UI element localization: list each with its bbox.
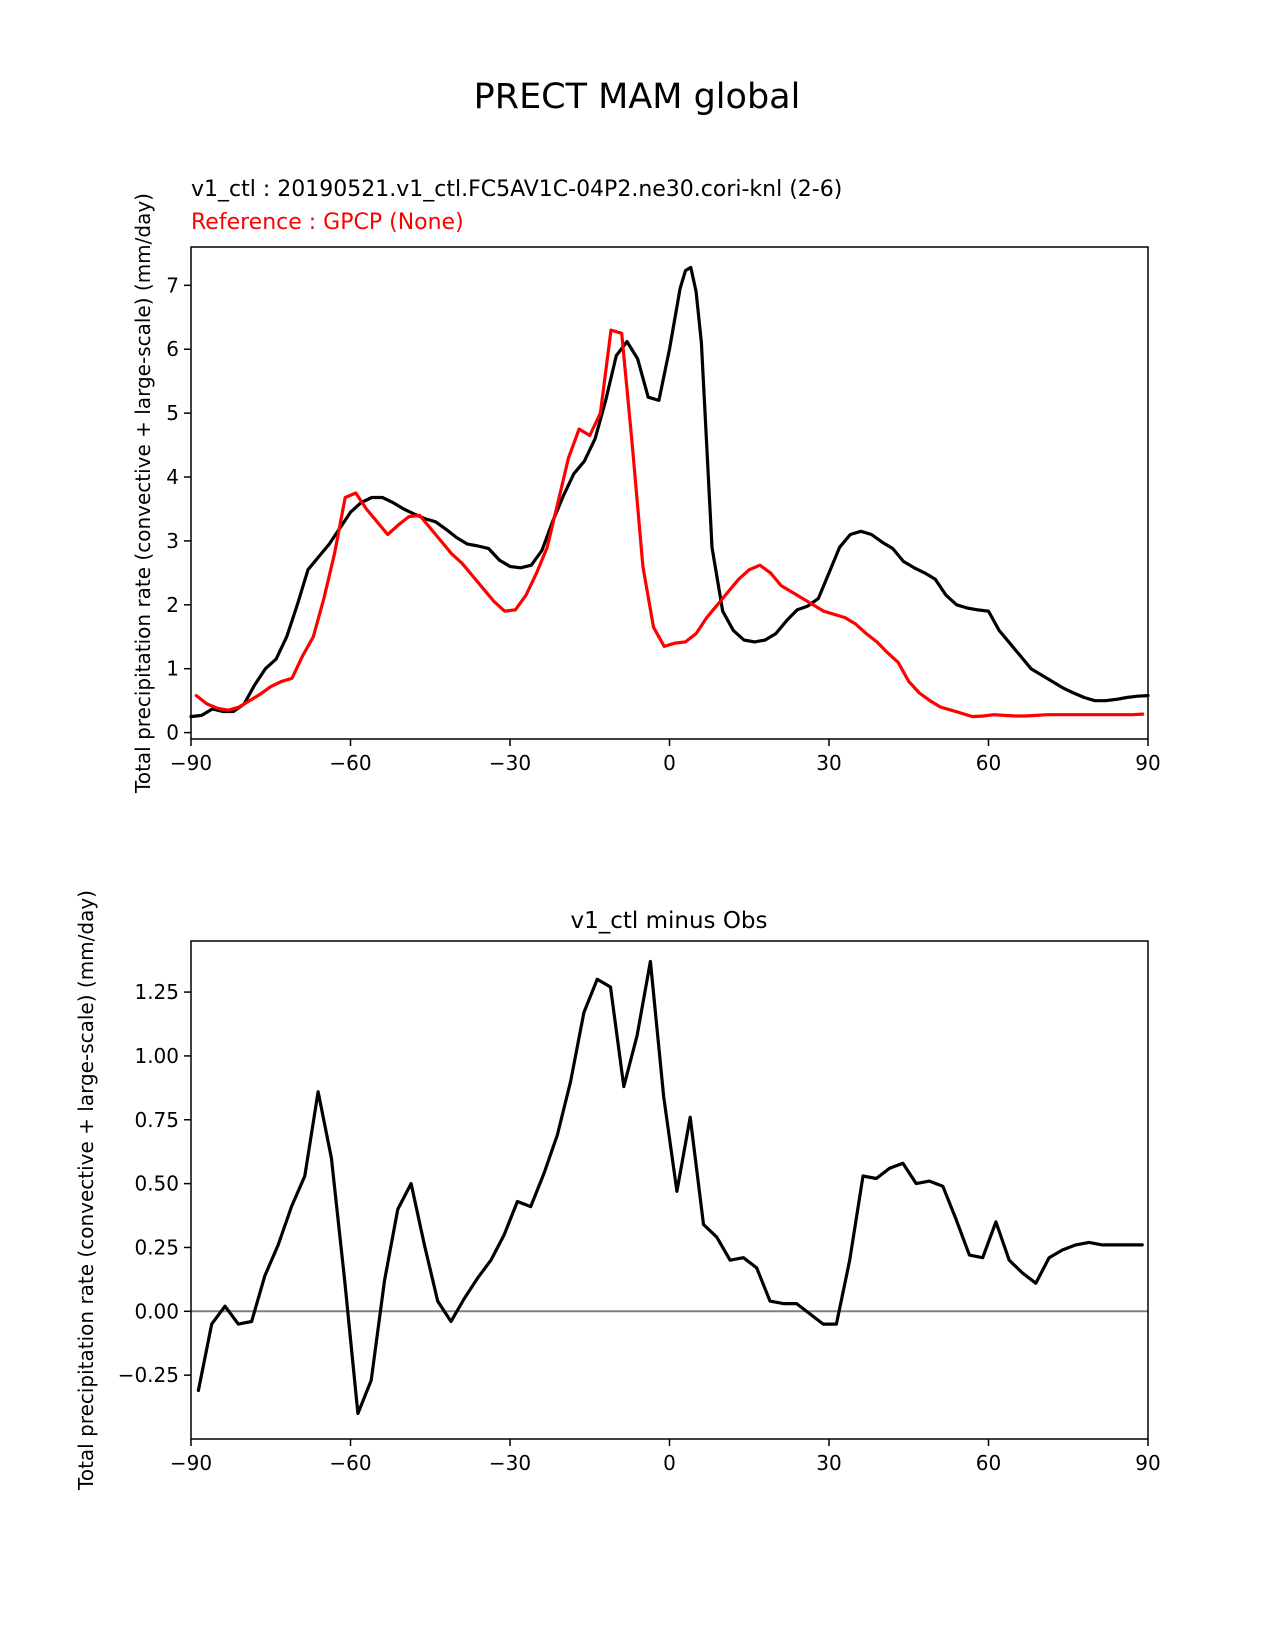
top-panel-y-tick-label: 0 <box>166 721 179 745</box>
top-panel-ticks: −90 −60 −30 0 30 60 90 0 1 2 3 4 5 6 7 <box>166 273 1160 775</box>
top-panel-y-tick-label: 4 <box>166 465 179 489</box>
bottom-panel-y-tick-label: 0.75 <box>134 1108 179 1132</box>
bottom-panel-x-tick-label: 60 <box>976 1451 1001 1475</box>
bottom-panel-y-tick-label: 0.00 <box>134 1299 179 1323</box>
bottom-panel-x-tick-label: −90 <box>170 1451 212 1475</box>
bottom-panel-y-axis-label: Total precipitation rate (convective + l… <box>74 890 98 1491</box>
top-panel-axes-frame <box>190 246 1149 740</box>
bottom-panel-ticks: −90 −60 −30 0 30 60 90 −0.25 0.00 0.25 0.50 0.75 1.0… <box>118 980 1161 1475</box>
bottom-panel-y-tick-label: 0.50 <box>134 1172 179 1196</box>
top-panel-y-tick-label: 3 <box>166 529 179 553</box>
bottom-panel-y-tick-label: 0.25 <box>134 1235 179 1259</box>
bottom-panel-title: v1_ctl minus Obs <box>570 908 767 934</box>
top-panel-x-tick-label: 60 <box>976 751 1001 775</box>
top-panel-y-tick-label: 6 <box>166 337 179 361</box>
top-panel-test-subtitle: v1_ctl : 20190521.v1_ctl.FC5AV1C-04P2.ne… <box>191 177 842 202</box>
top-panel-y-tick-label: 2 <box>166 593 179 617</box>
bottom-panel-series-group <box>191 959 1148 1416</box>
figure-title: PRECT MAM global <box>474 77 801 117</box>
top-panel-y-tick-label: 5 <box>166 401 179 425</box>
bottom-panel-x-tick-label: 30 <box>816 1451 841 1475</box>
bottom-panel-x-tick-label: 0 <box>663 1451 676 1475</box>
top-panel-x-tick-label: −30 <box>489 751 531 775</box>
top-panel-reference-subtitle: Reference : GPCP (None) <box>191 210 464 235</box>
top-panel-x-tick-label: −90 <box>170 751 212 775</box>
bottom-panel-y-tick-label: −0.25 <box>118 1363 179 1387</box>
top-panel-series-line-1 <box>194 328 1145 719</box>
top-panel-x-tick-label: 30 <box>816 751 841 775</box>
bottom-panel-y-tick-label: 1.25 <box>134 980 179 1004</box>
top-panel-series-line-0 <box>189 265 1150 719</box>
top-panel-y-tick-label: 1 <box>166 657 179 681</box>
bottom-panel-x-tick-label: −30 <box>489 1451 531 1475</box>
bottom-panel-x-tick-label: −60 <box>329 1451 371 1475</box>
top-panel-y-tick-label: 7 <box>166 273 179 297</box>
top-panel: v1_ctl : 20190521.v1_ctl.FC5AV1C-04P2.ne… <box>131 177 1161 794</box>
top-panel-y-axis-label: Total precipitation rate (convective + l… <box>131 193 155 794</box>
bottom-panel-y-tick-label: 1.00 <box>134 1044 179 1068</box>
top-panel-x-tick-label: 90 <box>1135 751 1160 775</box>
top-panel-series-group <box>189 265 1150 719</box>
bottom-panel-x-tick-label: 90 <box>1135 1451 1160 1475</box>
bottom-panel-series-line-0 <box>196 959 1144 1416</box>
top-panel-x-tick-label: 0 <box>663 751 676 775</box>
bottom-panel: v1_ctl minus Obs −90 −60 −30 0 30 60 90 −0.25 0.… <box>74 890 1161 1491</box>
top-panel-x-tick-label: −60 <box>329 751 371 775</box>
